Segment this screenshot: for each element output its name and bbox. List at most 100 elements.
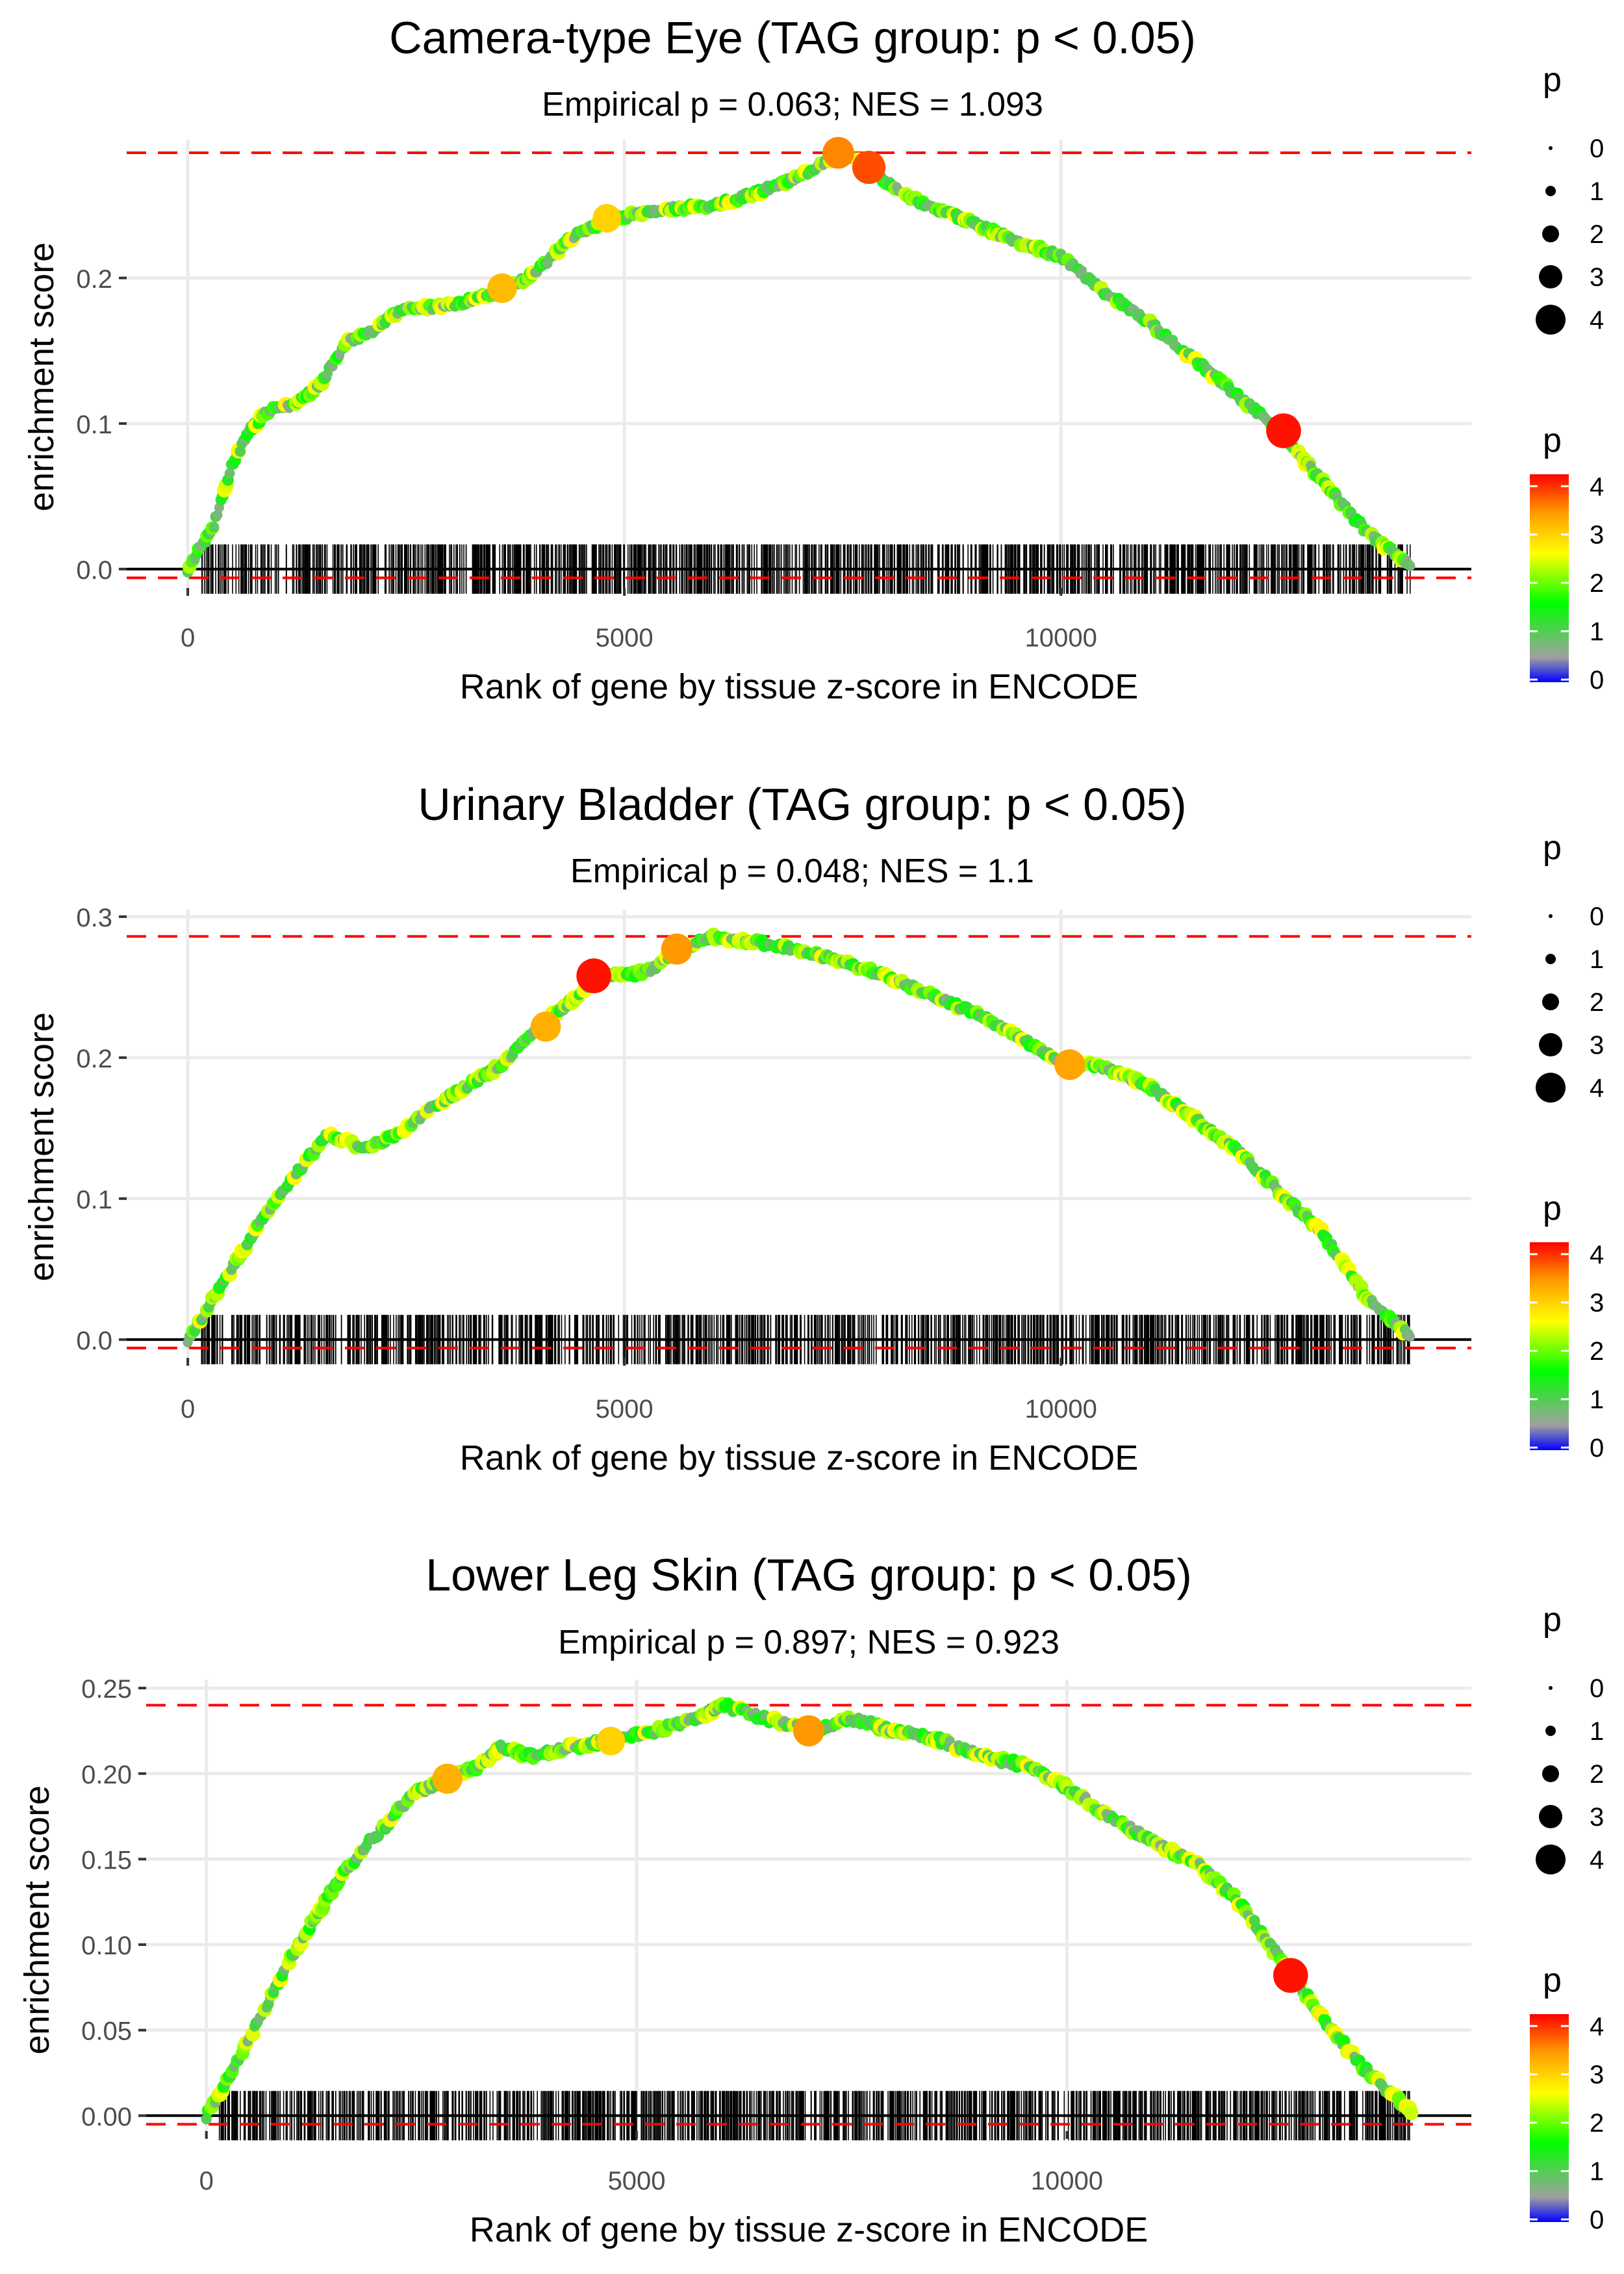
significant-points <box>432 1715 1308 1993</box>
panel-subtitle: Empirical p = 0.063; NES = 1.093 <box>542 86 1043 123</box>
enrichment-curve <box>201 1696 1419 2125</box>
x-tick-label: 5000 <box>608 2167 666 2195</box>
size-legend-label: 0 <box>1590 902 1604 931</box>
panel-lower-leg-skin: Lower Leg Skin (TAG group: p < 0.05) Emp… <box>18 1550 1604 2249</box>
size-legend-key <box>1545 954 1556 964</box>
y-tick-label: 0.25 <box>81 1675 132 1704</box>
significant-point <box>1266 413 1301 448</box>
enrichment-curve <box>183 927 1415 1348</box>
y-tick-label: 0.2 <box>76 265 112 294</box>
significant-point <box>661 933 692 965</box>
grid-lines <box>146 1680 1471 2131</box>
x-tick-label: 10000 <box>1025 624 1097 652</box>
panel-subtitle: Empirical p = 0.897; NES = 0.923 <box>558 1624 1059 1661</box>
color-legend-label: 3 <box>1590 2061 1604 2089</box>
x-axis-label: Rank of gene by tissue z-score in ENCODE <box>460 667 1138 706</box>
size-legend-label: 1 <box>1590 1717 1604 1746</box>
size-legend-label: 3 <box>1590 1031 1604 1060</box>
color-legend-label: 0 <box>1590 2206 1604 2234</box>
size-legend-key <box>1536 1073 1566 1103</box>
x-axis-ticks: 0 5000 10000 <box>181 1358 1097 1424</box>
significant-points <box>530 933 1085 1080</box>
size-legend-label: 0 <box>1590 134 1604 163</box>
colorbar <box>1530 2014 1569 2222</box>
size-legend-label: 4 <box>1590 306 1604 335</box>
size-legend-key <box>1536 1845 1566 1874</box>
size-legend-label: 2 <box>1590 220 1604 249</box>
size-legend-key <box>1542 1765 1559 1782</box>
y-axis-label: enrichment score <box>22 1012 61 1281</box>
color-legend-label: 3 <box>1590 521 1604 550</box>
x-axis-label: Rank of gene by tissue z-score in ENCODE <box>460 1438 1138 1477</box>
color-legend-label: 1 <box>1590 1386 1604 1414</box>
color-legend-label: 0 <box>1590 1434 1604 1463</box>
y-tick-label: 0.10 <box>81 1932 132 1960</box>
color-legend-label: 2 <box>1590 569 1604 598</box>
significant-point <box>432 1763 463 1794</box>
size-legend-label: 4 <box>1590 1846 1604 1874</box>
significant-point <box>596 1726 626 1756</box>
size-legend-key <box>1539 1033 1562 1056</box>
size-legend-key <box>1545 186 1556 196</box>
color-legend-label: 1 <box>1590 618 1604 646</box>
significant-points <box>487 136 1301 448</box>
color-legend-label: 2 <box>1590 2109 1604 2138</box>
significant-point <box>487 273 517 303</box>
significant-point <box>852 150 886 185</box>
curve-point <box>224 468 235 479</box>
colorbar <box>1530 1242 1569 1450</box>
size-legend-key <box>1536 305 1566 335</box>
size-legend-key <box>1539 265 1562 288</box>
size-legend-key <box>1542 993 1559 1010</box>
enrichment-curve <box>182 144 1415 578</box>
y-axis-label: enrichment score <box>18 1785 57 2054</box>
panel-title: Camera-type Eye (TAG group: p < 0.05) <box>389 12 1196 63</box>
y-tick-label: 0.0 <box>76 1327 112 1355</box>
x-tick-label: 0 <box>181 1395 195 1424</box>
x-axis-ticks: 0 5000 10000 <box>199 2131 1103 2195</box>
size-legend-key <box>1549 146 1553 150</box>
curve-point <box>1405 561 1415 571</box>
y-tick-label: 0.00 <box>81 2102 132 2131</box>
panel-title: Lower Leg Skin (TAG group: p < 0.05) <box>425 1550 1192 1600</box>
size-legend-title: p <box>1543 829 1562 867</box>
significant-point <box>793 1715 824 1746</box>
x-tick-label: 0 <box>181 624 195 652</box>
y-tick-label: 0.2 <box>76 1045 112 1073</box>
significant-point <box>822 136 854 169</box>
curve-point <box>1405 1332 1415 1342</box>
x-tick-label: 5000 <box>596 624 653 652</box>
significant-point <box>1273 1958 1308 1993</box>
y-tick-label: 0.15 <box>81 1846 132 1874</box>
size-legend-label: 3 <box>1590 1803 1604 1832</box>
size-legend-key <box>1542 225 1559 242</box>
size-legend-key <box>1545 1726 1556 1736</box>
panel-title: Urinary Bladder (TAG group: p < 0.05) <box>418 779 1186 830</box>
size-legend-label: 3 <box>1590 263 1604 292</box>
x-tick-label: 0 <box>199 2167 214 2195</box>
size-legend-label: 2 <box>1590 988 1604 1017</box>
significant-point <box>530 1011 561 1042</box>
color-legend-label: 4 <box>1590 472 1604 501</box>
curve-point <box>212 510 223 520</box>
curve-point <box>209 522 220 533</box>
color-legend-label: 1 <box>1590 2158 1604 2186</box>
color-legend-label: 2 <box>1590 1337 1604 1366</box>
significant-point <box>1054 1049 1085 1080</box>
x-axis-ticks: 0 5000 10000 <box>181 588 1097 652</box>
y-axis-label: enrichment score <box>22 242 61 511</box>
y-tick-label: 0.3 <box>76 904 112 932</box>
color-legend-label: 4 <box>1590 1240 1604 1269</box>
curve-point <box>1338 2034 1351 2047</box>
significant-point <box>592 203 622 233</box>
size-legend-label: 2 <box>1590 1760 1604 1789</box>
size-legend-label: 0 <box>1590 1674 1604 1703</box>
y-tick-label: 0.05 <box>81 2017 132 2046</box>
y-axis-ticks: 0.0 0.1 0.2 0.3 <box>76 904 127 1355</box>
size-legend-label: 1 <box>1590 945 1604 974</box>
panel-camera-type-eye: Camera-type Eye (TAG group: p < 0.05) Em… <box>22 12 1604 706</box>
size-legend-key <box>1539 1805 1562 1828</box>
